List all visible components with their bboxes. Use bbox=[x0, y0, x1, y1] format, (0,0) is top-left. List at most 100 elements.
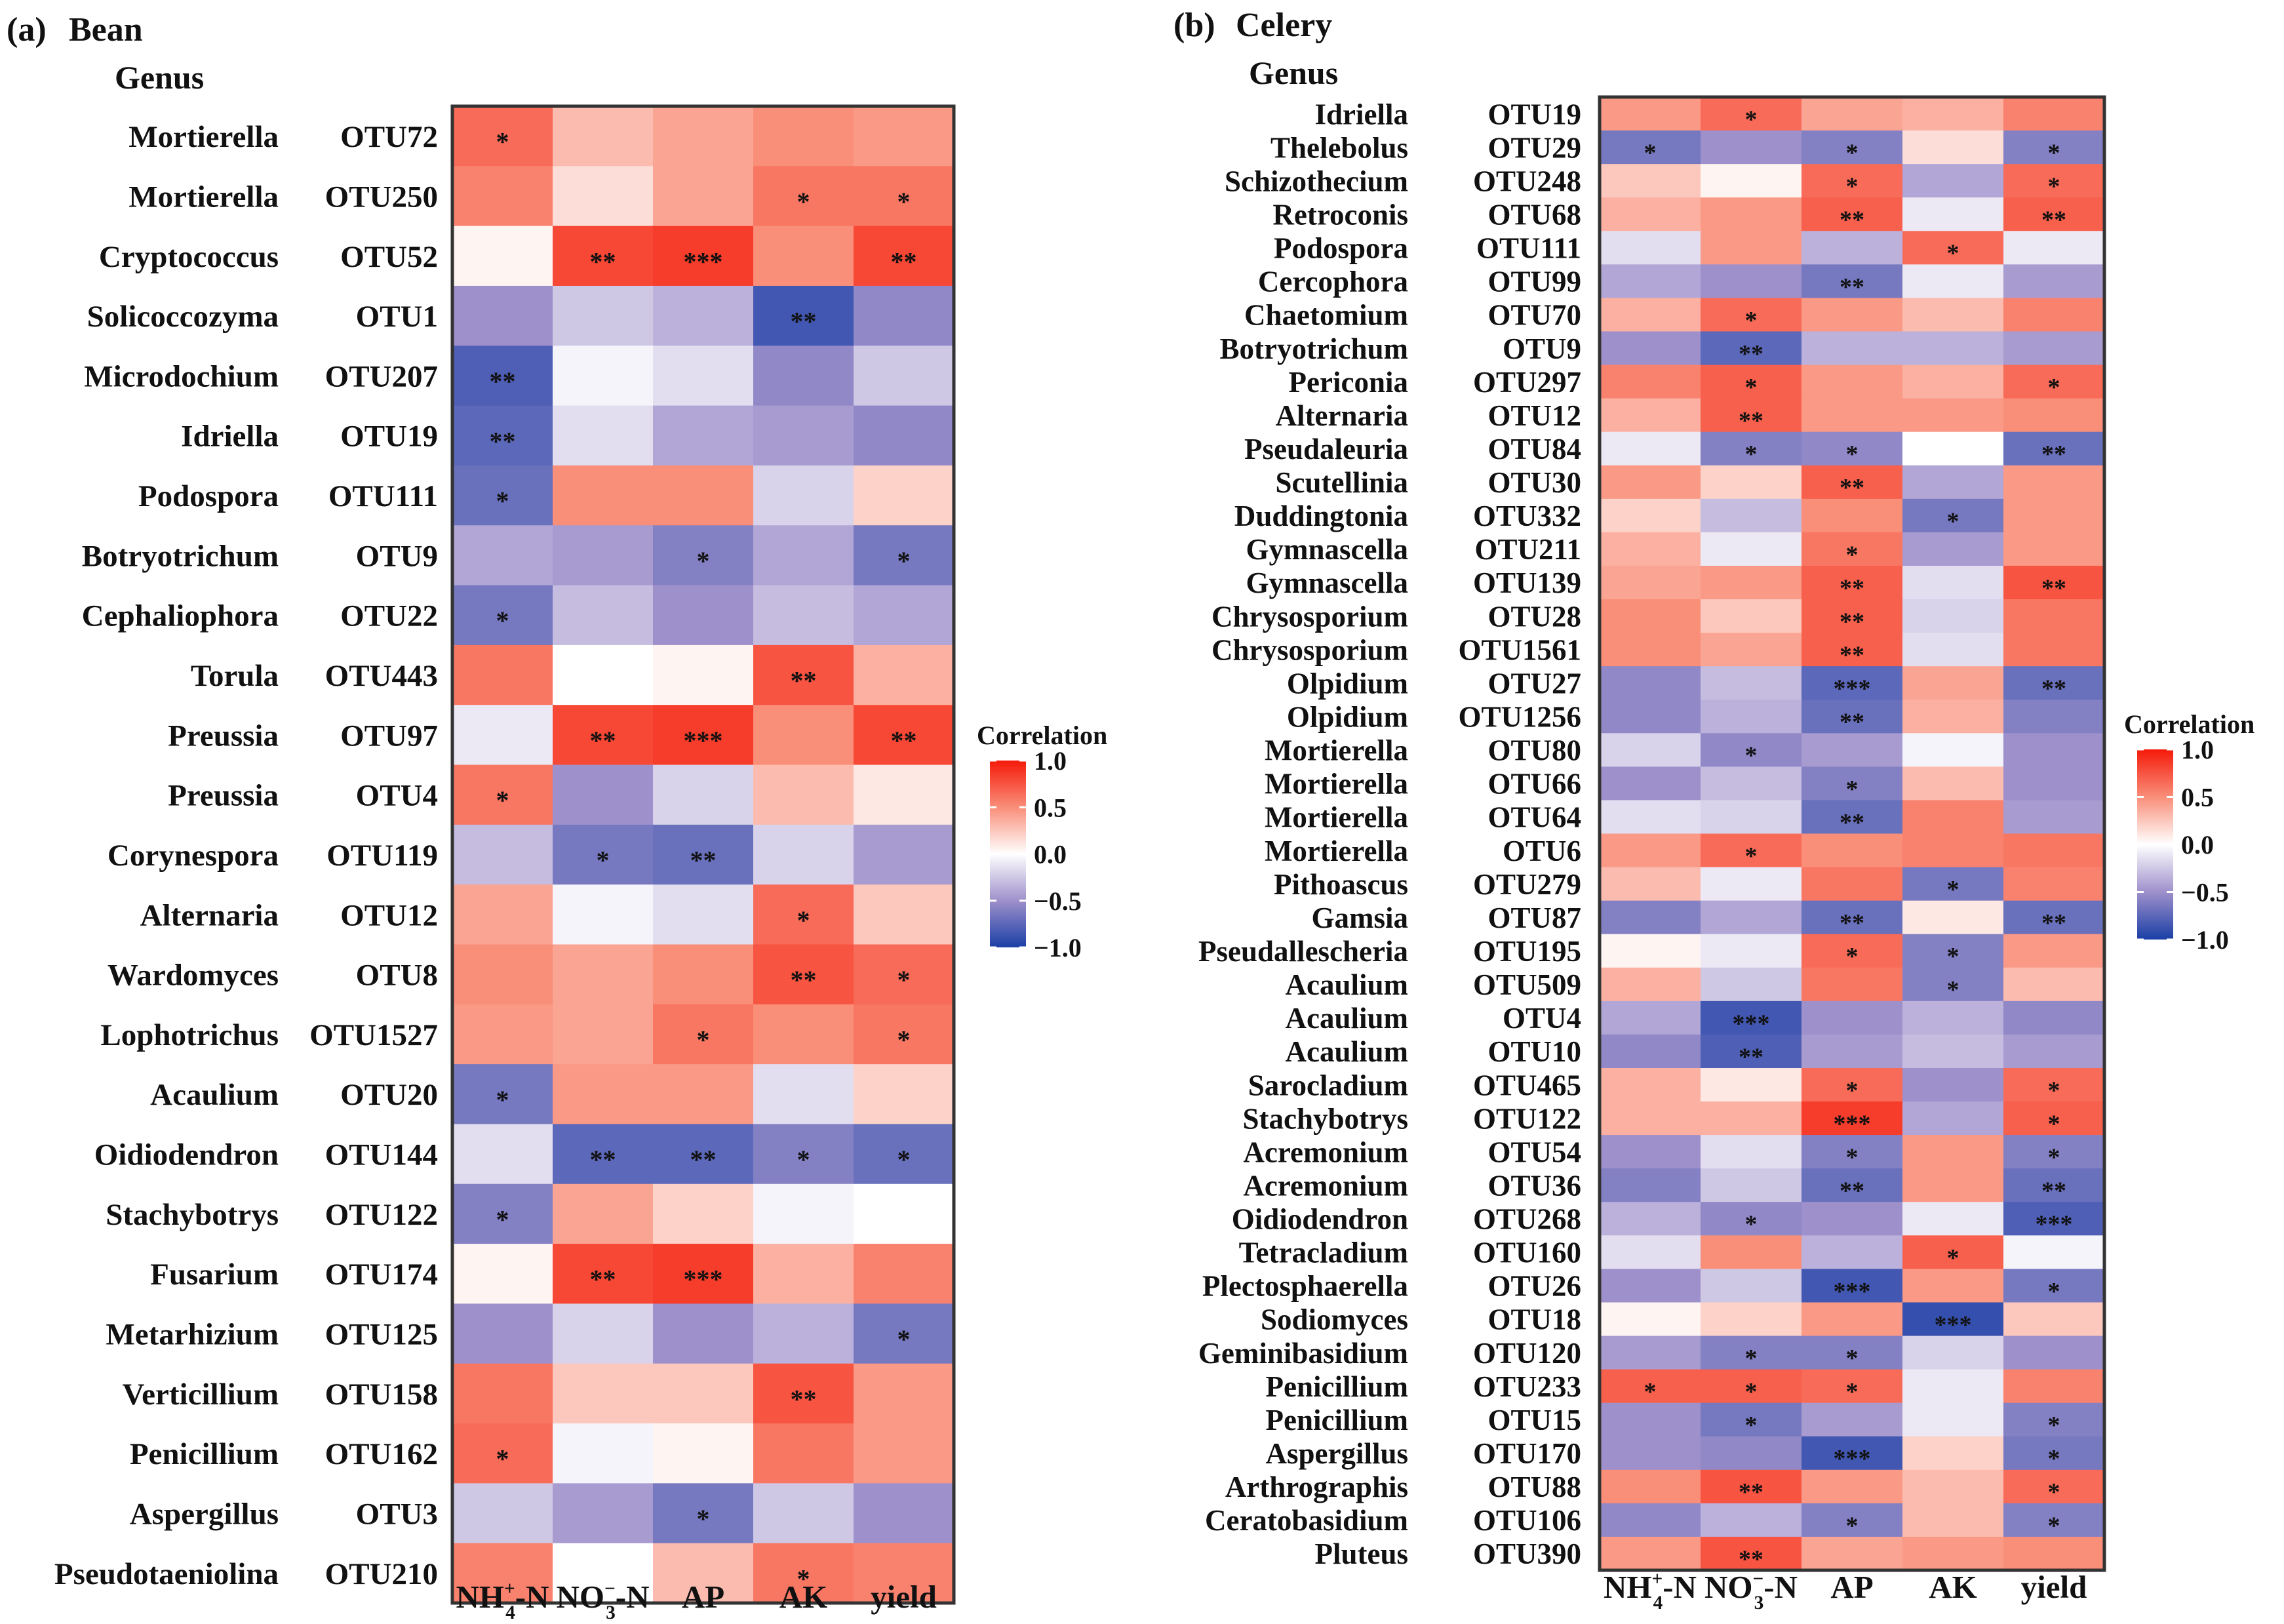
row-otu-label: OTU87 bbox=[1487, 901, 1581, 934]
significance-mark: ** bbox=[791, 666, 817, 696]
row-genus-label: Penicillium bbox=[1266, 1370, 1409, 1403]
heatmap-cell bbox=[653, 1483, 754, 1544]
significance-mark: * bbox=[1745, 1412, 1758, 1439]
row-otu-label: OTU66 bbox=[1487, 768, 1581, 801]
heatmap-cell bbox=[452, 764, 553, 825]
heatmap-cell bbox=[653, 106, 754, 167]
row-otu-label: OTU99 bbox=[1487, 266, 1581, 298]
heatmap-cell bbox=[753, 824, 854, 885]
significance-mark: * bbox=[1947, 1244, 1959, 1272]
significance-mark: * bbox=[1947, 240, 1959, 267]
heatmap-cell bbox=[1600, 465, 1701, 500]
heatmap-cell bbox=[1902, 365, 2004, 399]
row-genus-label: Alternaria bbox=[140, 898, 279, 932]
heatmap-cell bbox=[854, 106, 955, 167]
heatmap-cell bbox=[1701, 700, 1802, 734]
heatmap-cell bbox=[1701, 398, 1802, 433]
heatmap-cell bbox=[1802, 231, 1903, 265]
row-otu-label: OTU248 bbox=[1473, 165, 1581, 197]
heatmap-cell bbox=[854, 1244, 955, 1304]
column-label: NH+ 4-N bbox=[456, 1578, 549, 1623]
heatmap-cell bbox=[854, 1064, 955, 1125]
heatmap-cell bbox=[1802, 264, 1903, 299]
heatmap-cell bbox=[1701, 164, 1802, 198]
heatmap-cell bbox=[753, 644, 854, 705]
row-otu-label: OTU8 bbox=[356, 959, 438, 993]
heatmap-cell bbox=[2003, 1536, 2105, 1571]
significance-mark: * bbox=[1947, 507, 1959, 535]
row-genus-label: Fusarium bbox=[150, 1258, 279, 1292]
heatmap-cell bbox=[1802, 1067, 1903, 1102]
significance-mark: * bbox=[2048, 374, 2060, 401]
row-otu-label: OTU84 bbox=[1487, 433, 1581, 465]
row-genus-label: Gamsia bbox=[1311, 901, 1408, 934]
heatmap-cell bbox=[1802, 1000, 1903, 1035]
heatmap-cell bbox=[1701, 1436, 1802, 1471]
heatmap-cell bbox=[854, 1423, 955, 1484]
heatmap-cell bbox=[1802, 967, 1903, 1002]
row-genus-label: Lophotrichus bbox=[100, 1018, 279, 1052]
heatmap-cell bbox=[1902, 331, 2004, 366]
row-genus-label: Idriella bbox=[181, 420, 279, 454]
row-genus-label: Olpidium bbox=[1287, 667, 1408, 700]
row-otu-label: OTU210 bbox=[325, 1557, 438, 1591]
heatmap-cell bbox=[553, 525, 654, 586]
heatmap-cell bbox=[1902, 532, 2004, 566]
significance-mark: * bbox=[1644, 140, 1657, 167]
significance-mark: * bbox=[2048, 1144, 2060, 1172]
significance-mark: * bbox=[697, 546, 710, 576]
row-genus-label: Chrysosporium bbox=[1211, 633, 1408, 666]
heatmap-cell bbox=[653, 884, 754, 945]
heatmap-cell bbox=[452, 705, 553, 766]
heatmap-cell bbox=[1802, 867, 1903, 901]
significance-mark: ** bbox=[2041, 207, 2066, 234]
heatmap-cell bbox=[1902, 1302, 2004, 1337]
heatmap-cell bbox=[1600, 900, 1701, 935]
heatmap-cell bbox=[1902, 599, 2004, 633]
significance-mark: ** bbox=[690, 846, 717, 875]
row-genus-label: Mortierella bbox=[128, 180, 279, 214]
heatmap-cell bbox=[2003, 130, 2105, 165]
significance-mark: ** bbox=[2041, 1178, 2066, 1205]
significance-mark: * bbox=[1745, 374, 1758, 401]
heatmap-cell bbox=[653, 1543, 754, 1604]
column-label-base: NH bbox=[1604, 1569, 1652, 1605]
heatmap-cell bbox=[653, 1303, 754, 1364]
heatmap-cell bbox=[1600, 967, 1701, 1002]
heatmap-cell bbox=[1600, 1503, 1701, 1537]
heatmap-cell bbox=[753, 106, 854, 167]
heatmap-cell bbox=[854, 705, 955, 766]
row-otu-label: OTU1256 bbox=[1458, 701, 1581, 734]
heatmap-cell bbox=[1600, 498, 1701, 533]
row-genus-label: Aspergillus bbox=[130, 1497, 279, 1531]
row-genus-label: Solicoccozyma bbox=[87, 300, 279, 334]
heatmap-cell bbox=[1802, 1402, 1903, 1437]
heatmap-cell bbox=[553, 226, 654, 287]
column-label-sup: − bbox=[604, 1578, 616, 1599]
heatmap-cell bbox=[2003, 1067, 2105, 1102]
heatmap-cell bbox=[1600, 934, 1701, 968]
significance-mark: * bbox=[1745, 106, 1758, 133]
row-otu-label: OTU64 bbox=[1487, 801, 1581, 834]
row-genus-label: Cephaliophora bbox=[82, 599, 279, 633]
heatmap-cell bbox=[1600, 197, 1701, 231]
significance-mark: ** bbox=[590, 247, 616, 276]
heatmap-cell bbox=[1902, 1503, 2004, 1537]
heatmap-cell bbox=[1802, 130, 1903, 165]
heatmap-cell bbox=[854, 1004, 955, 1065]
row-otu-label: OTU332 bbox=[1473, 500, 1581, 532]
panel-label: (a) bbox=[7, 11, 47, 49]
row-genus-label: Mortierella bbox=[1265, 768, 1408, 801]
row-genus-label: Podospora bbox=[138, 479, 279, 513]
row-otu-label: OTU72 bbox=[340, 120, 438, 154]
heatmap-cell bbox=[1600, 130, 1701, 165]
significance-mark: * bbox=[2048, 1478, 2060, 1506]
heatmap-cell bbox=[1701, 298, 1802, 332]
heatmap-cell bbox=[1600, 1235, 1701, 1269]
significance-mark: * bbox=[897, 1025, 911, 1054]
heatmap-cell bbox=[1701, 231, 1802, 265]
heatmap-cell bbox=[1701, 1000, 1802, 1035]
heatmap-cell bbox=[1802, 331, 1903, 366]
significance-mark: ** bbox=[490, 366, 516, 396]
heatmap-cell bbox=[2003, 700, 2105, 734]
